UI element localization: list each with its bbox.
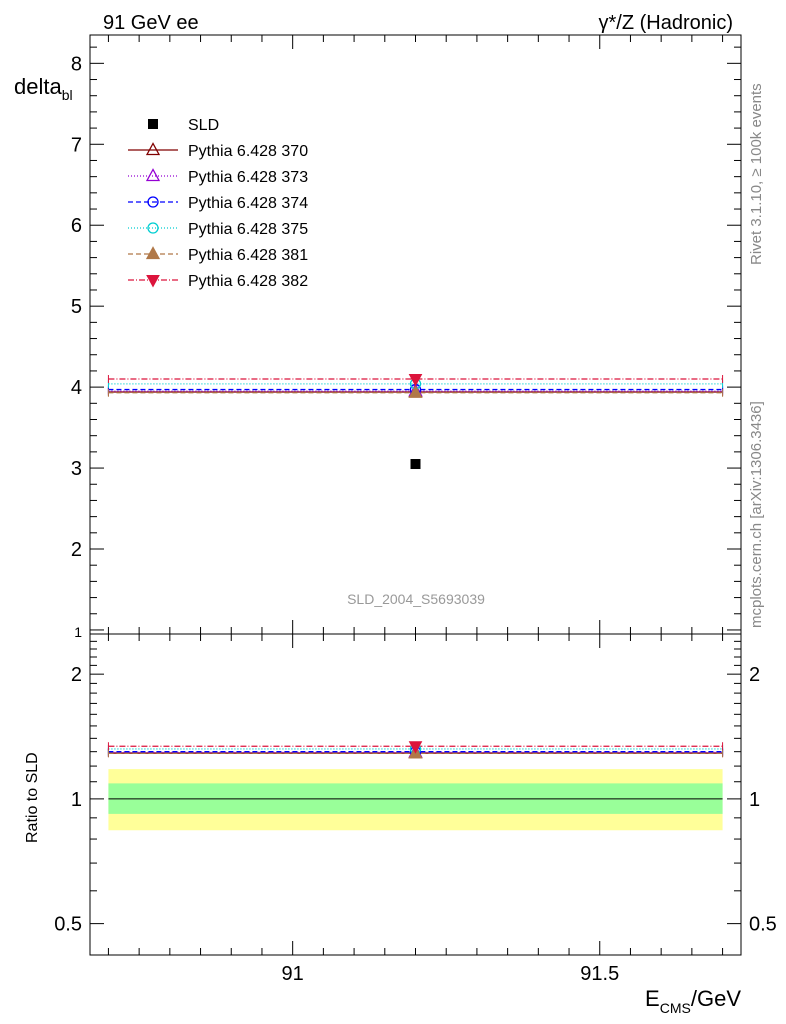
analysis-watermark: SLD_2004_S5693039 bbox=[347, 591, 485, 607]
ratio-ytick-label-right: 2 bbox=[749, 664, 760, 686]
ratio-mc-point-5 bbox=[408, 741, 423, 754]
ratio-y-label: Ratio to SLD bbox=[24, 752, 41, 843]
header-left: 91 GeV ee bbox=[103, 12, 199, 34]
legend-marker bbox=[145, 168, 161, 182]
main-ytick-label: 3 bbox=[71, 458, 82, 480]
data-point-sld bbox=[410, 459, 421, 470]
legend-label: SLD bbox=[188, 117, 219, 134]
legend-label: Pythia 6.428 373 bbox=[188, 169, 308, 186]
legend-marker bbox=[147, 222, 159, 234]
x-axis-label: ECMS/GeV bbox=[645, 986, 741, 1016]
ratio-ytick-label-left: 0.5 bbox=[54, 914, 82, 936]
main-ytick-label: 4 bbox=[71, 377, 82, 399]
x-tick-label: 91 bbox=[282, 963, 304, 985]
legend-marker bbox=[145, 246, 161, 260]
legend-marker bbox=[146, 275, 160, 288]
ratio-panel: 0.5 0.5 1 1 2 2 91 91.5 bbox=[54, 633, 777, 985]
legend-marker bbox=[145, 142, 161, 156]
mc-point-5 bbox=[408, 374, 423, 387]
mc-point-4 bbox=[408, 384, 423, 398]
rivet-label: Rivet 3.1.10, ≥ 100k events bbox=[748, 83, 765, 265]
legend-label: Pythia 6.428 375 bbox=[188, 221, 308, 238]
main-ytick-label: 6 bbox=[71, 215, 82, 237]
ratio-ytick-label-right: 0.5 bbox=[749, 914, 777, 936]
main-ytick-label: 8 bbox=[71, 53, 82, 75]
mcplots-label: mcplots.cern.ch [arXiv:1306.3436] bbox=[748, 401, 765, 628]
legend-label: Pythia 6.428 382 bbox=[188, 273, 308, 290]
ratio-ytick-label-left: 2 bbox=[71, 664, 82, 686]
ratio-ytick-label-left: 1 bbox=[71, 789, 82, 811]
legend-label: Pythia 6.428 374 bbox=[188, 195, 308, 212]
main-ytick-label: 2 bbox=[71, 539, 82, 561]
legend-marker bbox=[148, 119, 158, 129]
main-ytick-label: 7 bbox=[71, 134, 82, 156]
ratio-ytick-label-right: 1 bbox=[749, 789, 760, 811]
main-y-label: deltabl bbox=[14, 74, 73, 103]
x-tick-label: 91.5 bbox=[580, 963, 619, 985]
legend: SLD Pythia 6.428 370 Pythia 6.428 373 Pythi… bbox=[128, 117, 308, 290]
legend-label: Pythia 6.428 381 bbox=[188, 247, 308, 264]
main-ytick-label: 1 bbox=[74, 624, 82, 640]
legend-label: Pythia 6.428 370 bbox=[188, 143, 308, 160]
header-right: γ*/Z (Hadronic) bbox=[599, 12, 733, 34]
legend-marker bbox=[147, 196, 159, 208]
main-panel: 1 2 3 4 5 6 7 8 bbox=[71, 34, 742, 640]
main-ytick-label: 5 bbox=[71, 296, 82, 318]
